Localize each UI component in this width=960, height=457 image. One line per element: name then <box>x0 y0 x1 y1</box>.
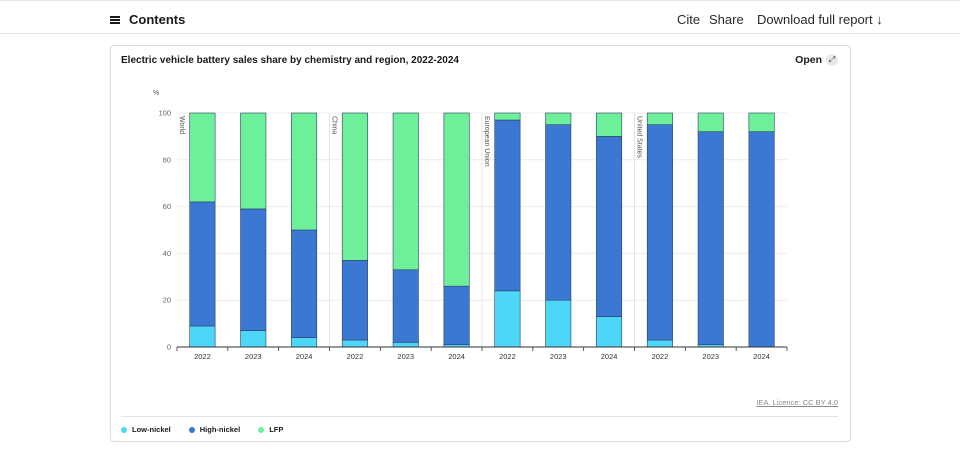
bar-segment-high-nickel <box>596 136 623 317</box>
top-bar: Contents Cite Share Download full report… <box>0 0 960 34</box>
bar-segment-lfp <box>646 112 673 125</box>
bar-segment-lfp <box>240 112 267 210</box>
legend-divider <box>121 416 838 417</box>
group-label: China <box>331 116 338 134</box>
bar-segment-low-nickel <box>291 337 318 348</box>
download-report-link[interactable]: Download full report ↓ <box>757 12 883 27</box>
bar-segment-high-nickel <box>392 269 419 343</box>
legend-label: Low-nickel <box>132 425 171 434</box>
bar-segment-high-nickel <box>646 124 673 341</box>
bar-segment-low-nickel <box>189 325 216 348</box>
bar-segment-lfp <box>697 112 724 133</box>
x-tick-label: 2023 <box>397 352 414 361</box>
chart-card: Electric vehicle battery sales share by … <box>110 45 851 442</box>
x-tick-label: 2023 <box>702 352 719 361</box>
group-label: World <box>178 116 185 134</box>
y-tick-label: 20 <box>163 296 171 305</box>
source-link[interactable]: IEA. Licence: CC BY 4.0 <box>756 398 838 407</box>
x-tick-label: 2023 <box>245 352 262 361</box>
bar-segment-low-nickel <box>596 316 623 348</box>
y-tick-label: 100 <box>158 109 171 118</box>
y-tick-label: 80 <box>163 155 171 164</box>
bar-segment-low-nickel <box>240 330 267 348</box>
legend-dot-icon <box>121 426 127 433</box>
bar-segment-high-nickel <box>189 201 216 327</box>
x-tick-label: 2024 <box>296 352 313 361</box>
bar-segment-high-nickel <box>341 260 368 341</box>
legend-label: High-nickel <box>199 425 241 434</box>
legend-dot-icon <box>188 426 195 433</box>
legend-dot-icon <box>258 426 265 433</box>
legend-label: LFP <box>269 425 284 434</box>
bar-segment-high-nickel <box>545 124 572 301</box>
x-tick-label: 2024 <box>601 352 618 361</box>
bar-segment-lfp <box>596 112 623 137</box>
open-button[interactable]: Open ⤢ <box>795 54 838 66</box>
chart-title: Electric vehicle battery sales share by … <box>121 55 459 66</box>
expand-icon: ⤢ <box>826 54 838 66</box>
bar-segment-lfp <box>291 112 318 231</box>
stacked-bar-chart: % 0 20 40 60 80 100 World China European Union Un… <box>153 90 788 361</box>
bar-segment-lfp <box>545 112 572 125</box>
group-label: European Union <box>483 116 490 167</box>
bar-segment-low-nickel <box>341 339 368 348</box>
open-label: Open <box>795 54 822 66</box>
legend-item-high-nickel[interactable]: High-nickel <box>188 425 241 434</box>
bar-segment-high-nickel <box>697 131 724 345</box>
x-tick-label: 2024 <box>753 352 770 361</box>
bar-segment-lfp <box>443 112 470 287</box>
bar-segment-high-nickel <box>748 131 775 348</box>
y-tick-label: 0 <box>167 343 171 352</box>
bar-segment-high-nickel <box>291 229 318 338</box>
x-tick-label: 2022 <box>194 352 211 361</box>
legend-item-lfp[interactable]: LFP <box>258 425 283 434</box>
bar-segment-high-nickel <box>494 119 521 292</box>
bar-segment-lfp <box>341 112 368 261</box>
contents-label: Contents <box>129 12 186 27</box>
x-tick-label: 2023 <box>550 352 567 361</box>
bar-segment-lfp <box>189 112 216 203</box>
legend: Low-nickel High-nickel LFP <box>121 425 283 434</box>
x-tick-label: 2022 <box>499 352 516 361</box>
group-label: United States <box>636 116 643 159</box>
contents-button[interactable]: Contents <box>110 12 185 27</box>
x-tick-label: 2022 <box>652 352 669 361</box>
x-tick-label: 2022 <box>347 352 364 361</box>
bar-segment-low-nickel <box>392 342 419 348</box>
bar-segment-high-nickel <box>443 285 470 345</box>
bar-segment-low-nickel <box>646 339 673 348</box>
bar-segment-low-nickel <box>545 299 572 348</box>
bar-segment-low-nickel <box>494 290 521 348</box>
legend-item-low-nickel[interactable]: Low-nickel <box>121 425 171 434</box>
bar-segment-lfp <box>494 112 521 121</box>
cite-link[interactable]: Cite <box>677 12 701 27</box>
bar-segment-lfp <box>748 112 775 133</box>
share-link[interactable]: Share <box>709 12 744 27</box>
bar-segment-high-nickel <box>240 208 267 331</box>
x-tick-label: 2024 <box>448 352 465 361</box>
y-tick-label: 60 <box>163 202 171 211</box>
bar-segment-lfp <box>392 112 419 271</box>
y-tick-label: 40 <box>163 249 171 258</box>
y-axis-label: % <box>153 90 159 97</box>
menu-icon <box>110 15 120 24</box>
